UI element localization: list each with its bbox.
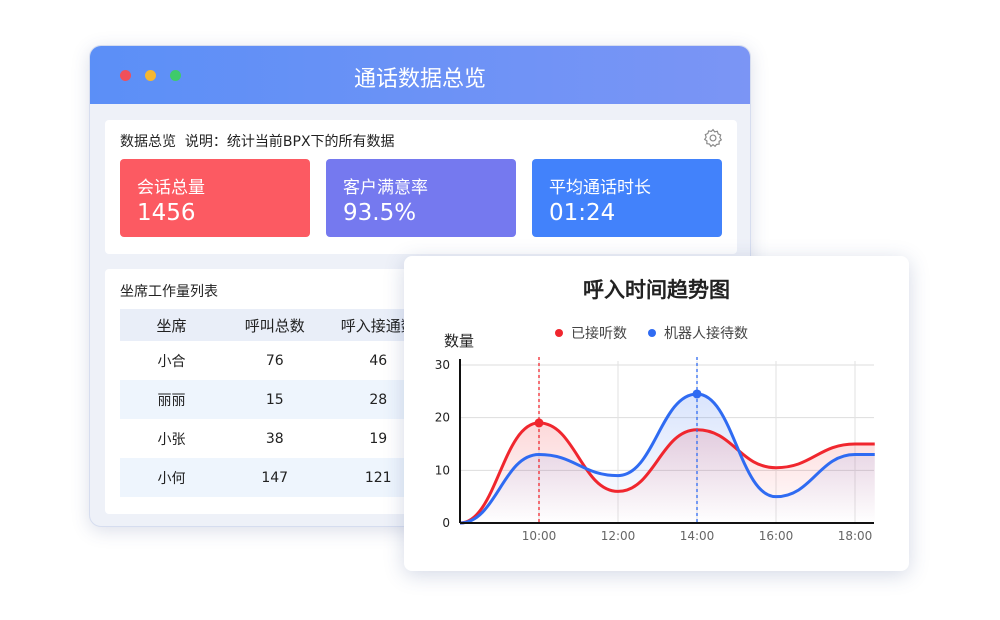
series-area (460, 393, 875, 523)
y-tick-label: 10 (435, 463, 450, 477)
column-header: 呼叫总数 (222, 309, 327, 341)
cell: 丽丽 (120, 380, 223, 419)
y-tick-label: 30 (435, 358, 450, 372)
gear-icon[interactable] (703, 128, 723, 148)
stat-value: 01:24 (549, 200, 616, 226)
cell: 147 (222, 458, 327, 497)
stat-label: 会话总量 (137, 178, 205, 198)
maximize-dot[interactable] (170, 70, 181, 81)
stat-value: 93.5% (343, 200, 417, 226)
window-title: 通话数据总览 (353, 67, 486, 92)
y-axis-label: 数量 (444, 332, 474, 350)
x-tick-label: 12:00 (601, 529, 636, 543)
cell: 15 (222, 380, 327, 419)
y-tick-label: 20 (435, 411, 450, 425)
window-header: 通话数据总览 (90, 46, 750, 104)
stat-satisfaction: 客户满意率 93.5% (326, 159, 516, 237)
overview-note: 说明：统计当前BPX下的所有数据 (184, 134, 395, 150)
cell: 38 (265, 430, 284, 447)
cell: 19 (369, 430, 388, 447)
x-tick-label: 10:00 (522, 529, 557, 543)
stat-avg-duration: 平均通话时长 01:24 (532, 159, 722, 237)
minimize-dot[interactable] (145, 70, 156, 81)
cell: 小合 (157, 353, 186, 370)
legend-marker (648, 329, 656, 337)
cell: 76 (265, 352, 284, 369)
trend-chart-card: 呼入时间趋势图 0 10 20 30 10:00 12:00 14:00 16:00 18:00… (404, 256, 909, 571)
x-tick-label: 18:00 (838, 529, 873, 543)
stat-total-sessions: 会话总量 1456 (120, 159, 310, 237)
close-dot[interactable] (120, 70, 131, 81)
stat-label: 客户满意率 (343, 178, 428, 198)
trend-chart: 0 10 20 30 10:00 12:00 14:00 16:00 18:00 数量 已接听数 机器… (435, 325, 875, 543)
x-tick-label: 14:00 (680, 529, 715, 543)
y-tick-label: 0 (442, 516, 450, 530)
workload-title: 坐席工作量列表 (120, 284, 218, 300)
highlight-point (534, 418, 544, 428)
overview-heading: 数据总览 (120, 134, 176, 150)
overview-card: 数据总览 说明：统计当前BPX下的所有数据 会话总量 1456 客户满意率 93.5… (105, 120, 737, 254)
column-header: 坐席 (120, 309, 223, 341)
cell: 小何 (120, 458, 223, 497)
cell: 46 (369, 352, 388, 369)
x-tick-label: 16:00 (759, 529, 794, 543)
cell: 小张 (157, 431, 186, 448)
legend-label: 已接听数 (571, 325, 627, 342)
legend-label: 机器人接待数 (664, 325, 748, 342)
stat-value: 1456 (137, 200, 196, 226)
legend-marker (555, 329, 563, 337)
stat-label: 平均通话时长 (549, 178, 651, 198)
table-row[interactable]: 小合 76 46 (120, 341, 737, 380)
chart-title: 呼入时间趋势图 (583, 278, 730, 302)
table-row[interactable]: 小张 38 19 (120, 419, 737, 458)
highlight-point (692, 389, 702, 399)
series-line-answered (459, 421, 875, 525)
